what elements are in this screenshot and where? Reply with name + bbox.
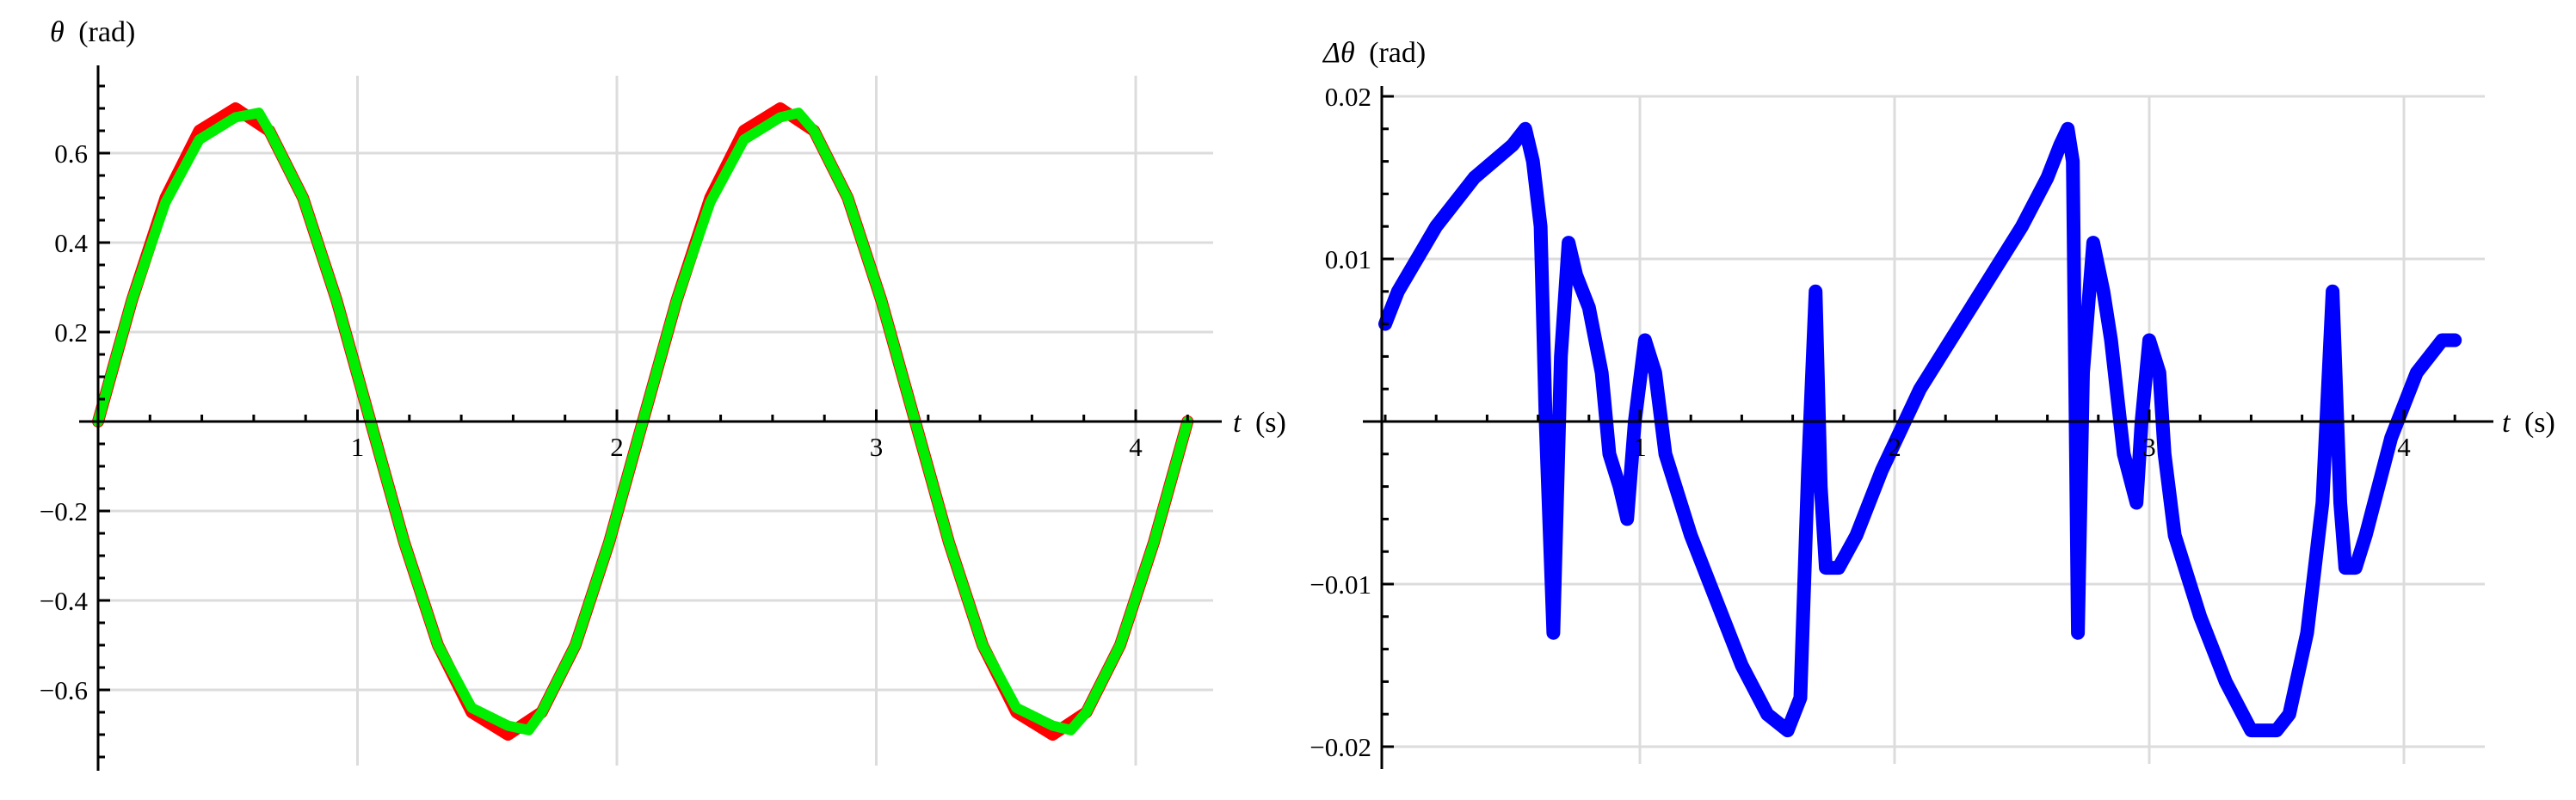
x-tick-label: 1	[351, 432, 365, 462]
y-tick-label: −0.01	[1310, 569, 1371, 600]
y-axis-unit: (rad)	[1369, 37, 1426, 69]
x-tick-label: 4	[1129, 432, 1143, 462]
y-tick-label: −0.6	[40, 675, 88, 705]
y-axis-label: Δθ (rad)	[1322, 37, 1426, 69]
y-tick-label: 0.01	[1325, 244, 1371, 274]
delta-theta-chart: 1 2 3 4 −0.02 −0.01 0.01 0.02 Δθ (rad) t (s)	[1310, 37, 2555, 769]
y-tick-label: 0.6	[54, 138, 88, 169]
x-tick-label: 1	[1633, 432, 1647, 462]
x-tick-label: 3	[2142, 432, 2156, 462]
x-tick-label: 4	[2397, 432, 2411, 462]
x-axis-unit: (s)	[2524, 407, 2555, 439]
x-axis-label: t (s)	[2502, 407, 2555, 439]
y-tick-label: −0.02	[1310, 732, 1371, 762]
x-axis-symbol: t	[1233, 407, 1242, 439]
y-tick-label: −0.2	[40, 496, 88, 526]
x-tick-label: 2	[610, 432, 624, 462]
x-axis-symbol: t	[2502, 407, 2511, 439]
y-axis-symbol: Δθ	[1322, 37, 1355, 69]
x-tick-label: 2	[1888, 432, 1901, 462]
y-axis-label: θ (rad)	[50, 16, 135, 48]
y-axis-unit: (rad)	[78, 16, 135, 48]
theta-chart: 1 2 3 4 −0.6 −0.4 −0.2 0.2 0.4 0.6 θ (rad) t (s)	[40, 16, 1286, 771]
x-axis-label: t (s)	[1233, 407, 1286, 439]
x-tick-label: 3	[870, 432, 884, 462]
x-axis-unit: (s)	[1255, 407, 1286, 439]
y-axis-symbol: θ	[50, 16, 65, 48]
y-tick-label: 0.02	[1325, 82, 1371, 112]
y-tick-label: 0.4	[54, 228, 88, 258]
y-tick-label: 0.2	[54, 317, 88, 348]
series-line-0	[1378, 121, 2462, 738]
y-tick-label: −0.4	[40, 586, 89, 616]
